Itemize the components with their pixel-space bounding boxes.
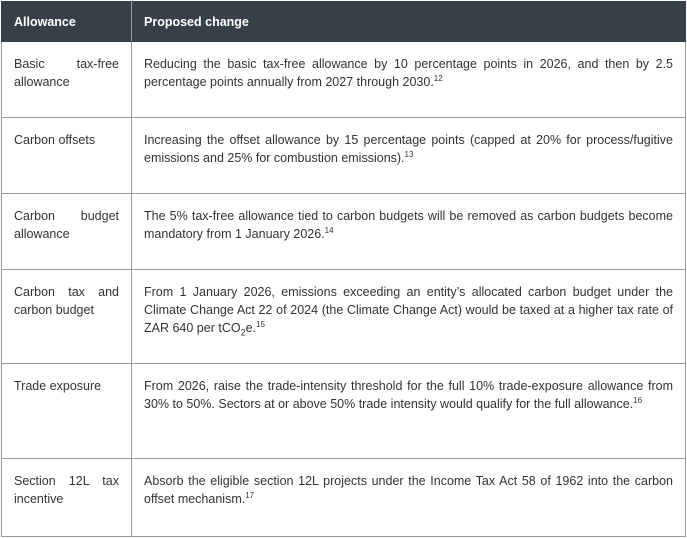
change-cell: Reducing the basic tax-free allowance by…	[131, 41, 686, 118]
table-row: Trade exposure From 2026, raise the trad…	[1, 363, 686, 459]
change-cell: From 2026, raise the trade-intensity thr…	[131, 363, 686, 459]
change-cell: From 1 January 2026, emissions exceeding…	[131, 269, 686, 364]
table-row: Section 12L tax incentive Absorb the eli…	[1, 458, 686, 537]
change-text: From 2026, raise the trade-intensity thr…	[144, 379, 673, 411]
allowance-cell: Trade exposure	[1, 363, 132, 459]
footnote-ref: 16	[633, 395, 643, 405]
header-proposed-change: Proposed change	[131, 1, 686, 42]
subscript-2: 2	[240, 327, 246, 338]
change-text: The 5% tax-free allowance tied to carbon…	[144, 209, 673, 241]
change-cell: Absorb the eligible section 12L projects…	[131, 458, 686, 537]
footnote-ref: 12	[433, 73, 443, 83]
change-text: Reducing the basic tax-free allowance by…	[144, 57, 673, 89]
change-cell: Increasing the offset allowance by 15 pe…	[131, 117, 686, 194]
change-text: Increasing the offset allowance by 15 pe…	[144, 133, 673, 165]
footnote-ref: 17	[245, 490, 255, 500]
allowance-cell: Carbon tax and carbon budget	[1, 269, 132, 364]
allowance-cell: Basic tax-free allowance	[1, 41, 132, 118]
change-cell: The 5% tax-free allowance tied to carbon…	[131, 193, 686, 270]
allowance-cell: Carbon offsets	[1, 117, 132, 194]
table-row: Basic tax-free allowance Reducing the ba…	[1, 41, 686, 118]
change-text-end: e.	[245, 321, 257, 335]
change-text: From 1 January 2026, emissions exceeding…	[144, 285, 673, 335]
footnote-ref: 14	[324, 225, 334, 235]
header-allowance: Allowance	[1, 1, 132, 42]
change-text: Absorb the eligible section 12L projects…	[144, 474, 673, 506]
footnote-ref: 13	[404, 149, 414, 159]
table-row: Carbon budget allowance The 5% tax-free …	[1, 193, 686, 270]
table-row: Carbon offsets Increasing the offset all…	[1, 117, 686, 194]
footnote-ref: 15	[256, 319, 265, 329]
allowance-cell: Carbon budget allowance	[1, 193, 132, 270]
table-row: Carbon tax and carbon budget From 1 Janu…	[1, 269, 686, 364]
header-row: Allowance Proposed change	[1, 1, 686, 42]
allowance-cell: Section 12L tax incentive	[1, 458, 132, 537]
